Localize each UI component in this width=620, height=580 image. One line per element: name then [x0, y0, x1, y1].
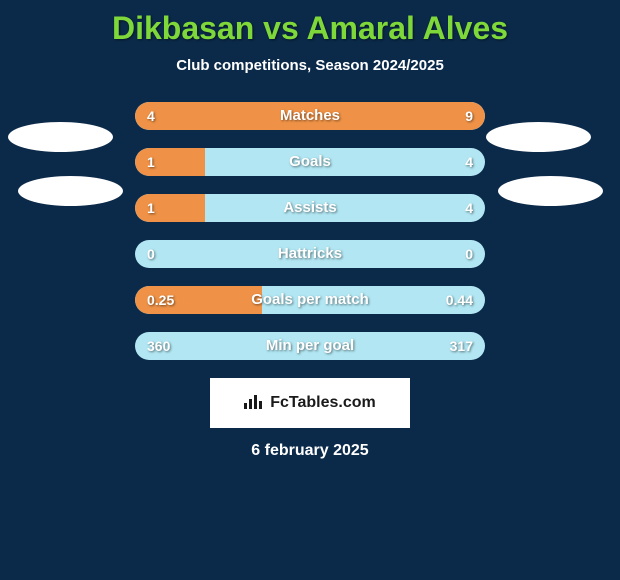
date-text: 6 february 2025: [0, 442, 620, 460]
stat-label: Matches: [135, 102, 485, 130]
stat-row: 0.250.44Goals per match: [135, 286, 485, 314]
stat-rows-container: 49Matches 14Goals 14Assists 00Hattricks 0.25…: [135, 102, 485, 360]
stat-label: Goals: [135, 148, 485, 176]
stat-label: Hattricks: [135, 240, 485, 268]
stat-row: 360317Min per goal: [135, 332, 485, 360]
side-ellipse: [486, 122, 591, 152]
stat-row: 00Hattricks: [135, 240, 485, 268]
logo-text: FcTables.com: [270, 394, 376, 412]
side-ellipse: [498, 176, 603, 206]
stat-label: Goals per match: [135, 286, 485, 314]
bar-chart-icon: [244, 393, 264, 414]
stat-label: Min per goal: [135, 332, 485, 360]
stat-row: 14Assists: [135, 194, 485, 222]
side-ellipse: [8, 122, 113, 152]
logo-box: FcTables.com: [210, 378, 410, 428]
stat-row: 14Goals: [135, 148, 485, 176]
stat-label: Assists: [135, 194, 485, 222]
subtitle: Club competitions, Season 2024/2025: [0, 57, 620, 74]
page-title: Dikbasan vs Amaral Alves: [0, 0, 620, 47]
stat-row: 49Matches: [135, 102, 485, 130]
side-ellipse: [18, 176, 123, 206]
